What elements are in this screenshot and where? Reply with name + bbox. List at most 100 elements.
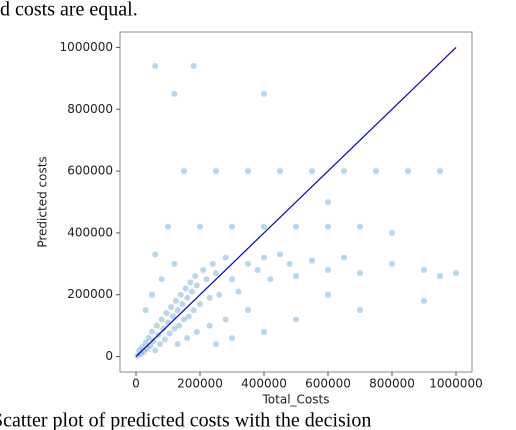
scatter-point (293, 316, 299, 323)
scatter-point (261, 254, 267, 261)
scatter-point (187, 279, 194, 286)
scatter-point (174, 307, 181, 314)
scatter-point (203, 276, 210, 283)
scatter-point (190, 63, 197, 69)
scatter-point (267, 276, 274, 283)
scatter-point (277, 251, 283, 258)
scatter-point (389, 229, 395, 236)
scatter-point (235, 288, 242, 295)
scatter-point (149, 328, 155, 335)
scatter-point (182, 285, 189, 292)
scatter-point (174, 341, 181, 348)
scatter-point (169, 313, 176, 320)
scatter-point (213, 168, 219, 175)
scatter-point (341, 254, 347, 261)
scatter-point (181, 316, 187, 323)
scatter-point (179, 301, 186, 307)
scatter-point (181, 168, 187, 175)
x-tick-label: 600000 (305, 377, 351, 391)
scatter-point (389, 260, 395, 267)
scatter-point (293, 223, 299, 230)
scatter-point (168, 304, 175, 311)
scatter-point (309, 168, 315, 175)
scatter-point (437, 273, 443, 280)
scatter-point (421, 297, 427, 304)
reference-line (135, 47, 457, 357)
scatter-point (229, 223, 235, 230)
scatter-point (309, 257, 315, 264)
scatter-point (189, 288, 195, 295)
scatter-point (171, 260, 178, 267)
y-axis-label: Predicted costs (36, 156, 50, 247)
scatter-point (166, 330, 173, 337)
scatter-point (357, 223, 363, 230)
scatter-point (158, 316, 165, 323)
scatter-point (153, 322, 160, 329)
scatter-point (325, 223, 331, 230)
scatter-point (197, 223, 203, 230)
scatter-point (216, 291, 223, 298)
scatter-point (152, 63, 159, 69)
scatter-point (176, 322, 183, 329)
scatter-point (261, 90, 267, 97)
scatter-point (185, 313, 192, 320)
scatter-point (171, 325, 178, 332)
scatter-point (192, 273, 199, 280)
scatter-point (222, 254, 229, 261)
scatter-point (193, 282, 200, 289)
x-axis-label: Total_Costs (262, 393, 330, 407)
scatter-point (229, 335, 235, 341)
scatter-point (171, 90, 178, 97)
scatter-point (193, 328, 200, 335)
scatter-point (209, 260, 216, 267)
header-text: d costs are equal. (0, 0, 138, 21)
scatter-point (158, 276, 165, 283)
scatter-point (165, 223, 171, 230)
y-tick-label: 200000 (67, 287, 113, 301)
scatter-point (421, 267, 427, 273)
y-tick-label: 0 (105, 349, 113, 363)
scatter-point (245, 168, 251, 175)
scatter-point (150, 338, 157, 345)
scatter-point (437, 168, 443, 175)
x-tick-label: 0 (132, 377, 140, 391)
y-tick-label: 800000 (67, 102, 113, 116)
scatter-point (373, 168, 379, 175)
scatter-point (145, 335, 152, 341)
scatter-point (142, 307, 149, 314)
scatter-point (229, 276, 235, 283)
scatter-point (261, 223, 267, 230)
scatter-point (222, 316, 229, 323)
y-tick-label: 1000000 (60, 40, 113, 54)
scatter-point (149, 291, 155, 298)
scatter-point (177, 291, 184, 298)
scatter-point (357, 307, 363, 314)
y-tick-label: 400000 (67, 225, 113, 239)
scatter-point (261, 328, 267, 335)
scatter-point (152, 347, 159, 354)
scatter-point (165, 319, 171, 326)
scatter-point (277, 168, 283, 175)
scatter-point (206, 322, 213, 329)
scatter-point (142, 339, 149, 346)
scatter-point (206, 294, 213, 301)
scatter-point (357, 270, 363, 277)
scatter-point (173, 297, 179, 304)
scatter-point (197, 301, 203, 307)
scatter-point (325, 199, 331, 205)
scatter-point (293, 273, 299, 280)
x-tick-label: 800000 (369, 377, 415, 391)
scatter-point (286, 260, 293, 267)
scatter-point (200, 267, 207, 273)
scatter-point (245, 307, 251, 314)
scatter-point (161, 336, 168, 343)
scatter-point (341, 168, 347, 175)
x-tick-label: 400000 (241, 377, 287, 391)
scatter-point (245, 260, 251, 267)
scatter-point (405, 168, 411, 175)
scatter-point (163, 310, 170, 317)
scatter-point (453, 270, 459, 277)
scatter-point (254, 267, 261, 273)
scatter-point (160, 325, 167, 332)
